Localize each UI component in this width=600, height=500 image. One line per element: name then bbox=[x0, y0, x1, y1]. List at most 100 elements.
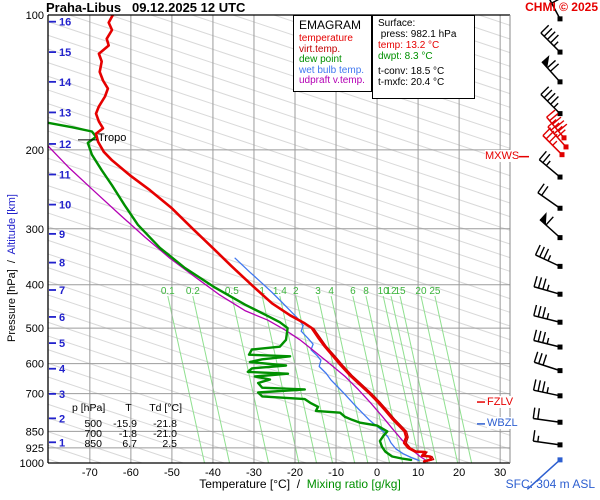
max-wind-label: MXWS bbox=[485, 150, 520, 162]
wetbulb-curve bbox=[234, 257, 420, 462]
pressure-tick-label: 600 bbox=[26, 359, 44, 371]
altitude-tick-label: 10 bbox=[59, 200, 71, 212]
dry-adiabat bbox=[48, 362, 348, 463]
dry-adiabat bbox=[48, 239, 510, 395]
mixing-ratio-label: 12 bbox=[385, 286, 397, 297]
wind-barb bbox=[532, 430, 563, 448]
surface-press: press: 982.1 hPa bbox=[378, 29, 457, 40]
mixing-ratio-line bbox=[420, 295, 459, 463]
updraft-curve bbox=[48, 145, 427, 462]
surface-dwpt: dwpt: 8.3 °C bbox=[378, 51, 433, 62]
dry-adiabat bbox=[48, 89, 510, 245]
levels-table-col-header: T bbox=[125, 402, 132, 414]
altitude-tick-label: 9 bbox=[59, 229, 65, 241]
wind-barb bbox=[542, 127, 565, 158]
mixing-ratio-line bbox=[231, 295, 270, 463]
mixing-ratio-line bbox=[390, 295, 429, 463]
dry-adiabat bbox=[48, 62, 510, 218]
dry-adiabat bbox=[48, 157, 510, 313]
altitude-tick-label: 4 bbox=[59, 364, 66, 376]
mixing-ratio-label: 20 bbox=[415, 286, 427, 297]
special-level-marks bbox=[78, 139, 529, 425]
temp-tick-label: 30 bbox=[494, 467, 506, 479]
dry-adiabat bbox=[48, 280, 510, 436]
mixing-ratio-label: 8 bbox=[363, 286, 369, 297]
x-axis-caption-temperature: Temperature [°C] bbox=[199, 477, 291, 491]
temp-tick-label: -30 bbox=[246, 467, 262, 479]
plot-border bbox=[47, 14, 511, 464]
pressure-tick-label: 700 bbox=[26, 389, 44, 401]
surface-tconv: t-conv: 18.5 °C bbox=[378, 66, 445, 77]
station-elevation-label: SFC: 304 m ASL bbox=[505, 477, 595, 491]
dry-adiabat bbox=[48, 34, 510, 190]
mixing-ratio-label: 4 bbox=[328, 286, 334, 297]
surface-title: Surface: bbox=[378, 18, 416, 29]
legend-box: EMAGRAM temperature virt.temp. dew point… bbox=[293, 15, 372, 92]
dry-adiabat bbox=[48, 198, 510, 354]
wind-barb bbox=[540, 86, 563, 117]
pressure-tick-label: 200 bbox=[26, 145, 44, 157]
levels-table-col-header: Td [°C] bbox=[149, 402, 182, 414]
dry-adiabat bbox=[48, 212, 510, 368]
table-cell: 2.5 bbox=[162, 438, 177, 450]
table-cell: -15.9 bbox=[113, 418, 137, 430]
table-row: 500 -15.9 -21.8 bbox=[72, 418, 189, 430]
altitude-tick-label: 8 bbox=[59, 258, 65, 270]
table-cell: 700 bbox=[84, 428, 102, 440]
temp-tick-label: -10 bbox=[328, 467, 344, 479]
dry-adiabat bbox=[48, 116, 510, 272]
wet-bulb-zero-label: WBZL bbox=[487, 417, 518, 429]
wind-barb bbox=[541, 55, 563, 85]
copyright-text: CHMI © 2025 bbox=[525, 0, 598, 14]
mixing-ratio-label: 3 bbox=[315, 286, 321, 297]
altitude-tick-label: 11 bbox=[59, 169, 71, 181]
pressure-tick-label: 1000 bbox=[20, 458, 44, 470]
legend-title: EMAGRAM bbox=[299, 18, 362, 32]
mixing-ratio-label: 25 bbox=[429, 286, 441, 297]
table-cell: -21.8 bbox=[153, 418, 177, 430]
legend-entry-temperature: temperature bbox=[299, 33, 353, 44]
y-axis-caption: Pressure [hPa] / Altitude [km] bbox=[6, 194, 18, 342]
wind-barb bbox=[533, 329, 563, 350]
mixing-ratio-label: 6 bbox=[350, 286, 356, 297]
dry-adiabat bbox=[48, 335, 430, 463]
altitude-tick-label: 2 bbox=[59, 413, 65, 425]
table-cell: 850 bbox=[84, 438, 102, 450]
virtual-temp-curve bbox=[312, 327, 435, 462]
table-cell: -1.8 bbox=[118, 428, 137, 440]
legend-entry-updraft: udpraft v.temp. bbox=[299, 75, 365, 86]
temperature-curve bbox=[94, 15, 433, 463]
levels-table-header: p [hPa] T Td [°C] bbox=[72, 402, 189, 414]
dry-adiabat bbox=[48, 103, 510, 259]
surface-tmxfc: t-mxfc: 20.4 °C bbox=[378, 77, 445, 88]
pressure-tick-label: 500 bbox=[26, 323, 44, 335]
dry-adiabat bbox=[48, 267, 510, 423]
mixing-ratio-label: 15 bbox=[394, 286, 406, 297]
pressure-tick-label: 850 bbox=[26, 426, 44, 438]
dry-adiabat bbox=[273, 15, 510, 95]
x-axis-caption-mixing-ratio: Mixing ratio [g/kg] bbox=[306, 477, 401, 491]
mixing-ratio-label: 1 bbox=[259, 286, 265, 297]
levels-table: p [hPa] T Td [°C] 500 -15.9 -21.8 700 -1.8 -21.0… bbox=[72, 402, 189, 450]
altitude-tick-label: 3 bbox=[59, 389, 65, 401]
dry-adiabat bbox=[48, 253, 510, 409]
dry-adiabat bbox=[48, 21, 510, 177]
table-cell: 500 bbox=[84, 418, 102, 430]
wind-barb bbox=[526, 457, 563, 490]
altitude-tick-label: 7 bbox=[59, 285, 65, 297]
temp-tick-label: 20 bbox=[453, 467, 465, 479]
pressure-tick-labels: 100 200 300 400 500 600 700 850 925 1000 bbox=[20, 10, 44, 470]
altitude-tick-label: 14 bbox=[59, 77, 72, 89]
mixing-ratio-label: 1.4 bbox=[273, 286, 287, 297]
dry-adiabat bbox=[48, 75, 510, 231]
temp-tick-label: 10 bbox=[412, 467, 424, 479]
mixing-ratio-line bbox=[261, 295, 300, 463]
pressure-tick-label: 925 bbox=[26, 443, 44, 455]
legend-entry-dew-point: dew point bbox=[299, 54, 342, 65]
mixing-ratio-line bbox=[279, 295, 318, 463]
page-title: Praha-Libus 09.12.2025 12 UTC bbox=[46, 0, 246, 15]
mixing-ratio-line bbox=[330, 295, 369, 463]
pressure-tick-label: 300 bbox=[26, 224, 44, 236]
